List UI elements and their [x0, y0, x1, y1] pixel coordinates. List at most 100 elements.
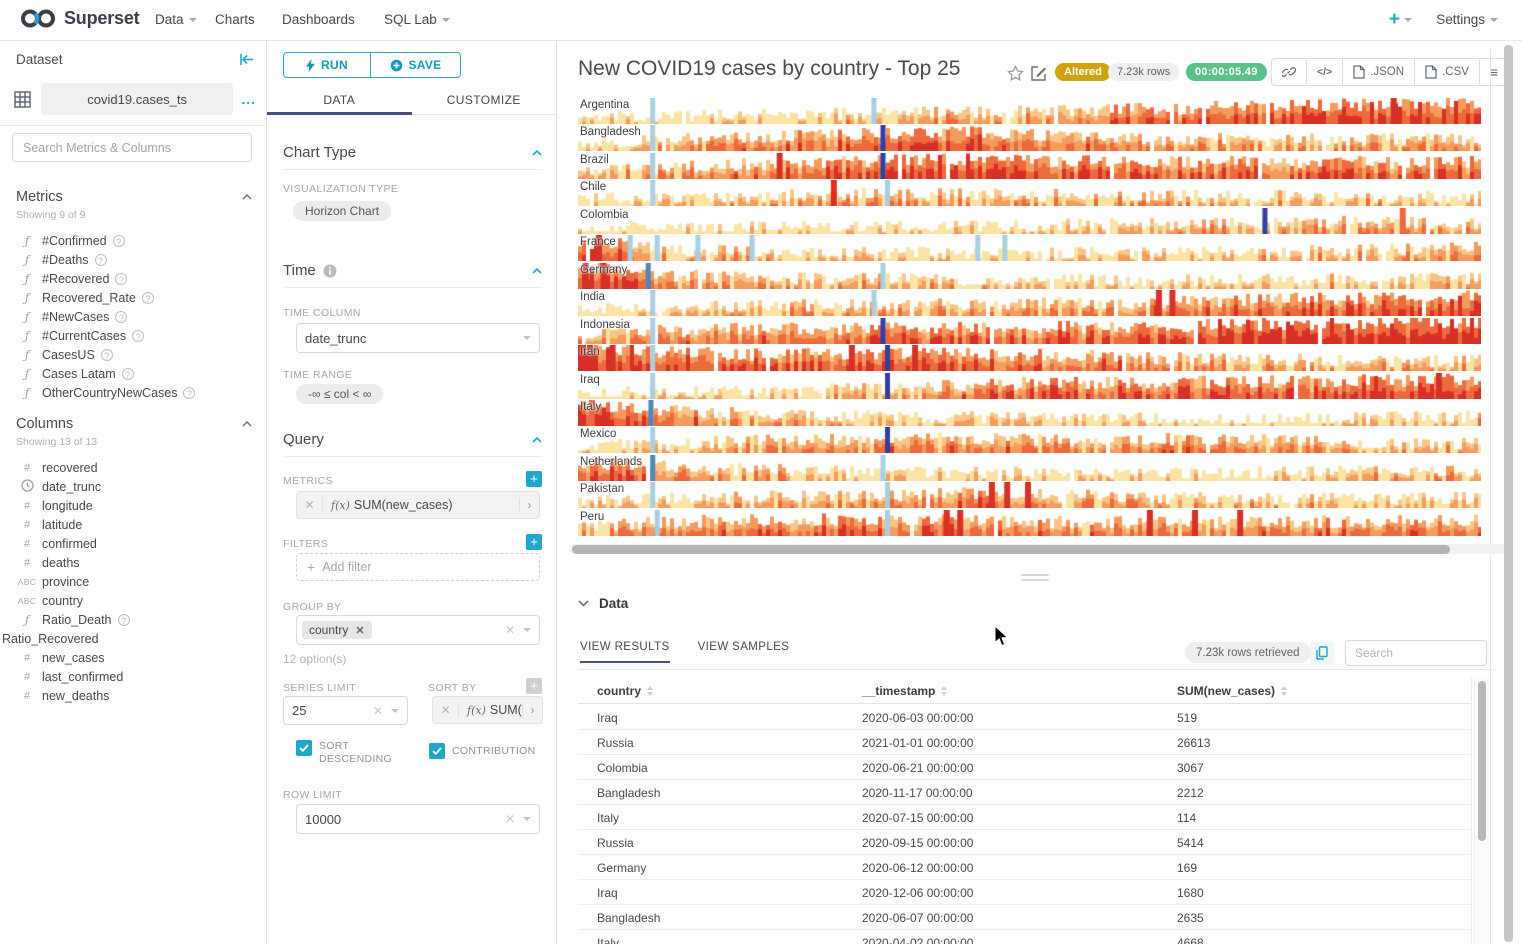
- horizon-row-argentina[interactable]: Argentina: [578, 98, 1481, 124]
- add-metric-button[interactable]: +: [526, 471, 542, 487]
- metric-item[interactable]: ƒ Recovered_Rate?: [16, 288, 260, 307]
- horizon-row-bangladesh[interactable]: Bangladesh: [578, 125, 1481, 152]
- clear-icon[interactable]: ✕: [372, 703, 383, 718]
- horizon-row-netherlands[interactable]: Netherlands: [578, 454, 1481, 481]
- metric-item[interactable]: ƒ CasesUS?: [16, 345, 260, 364]
- results-search-input[interactable]: [1345, 640, 1487, 666]
- horizon-row-indonesia[interactable]: Indonesia: [578, 317, 1481, 344]
- sort-descending-checkbox[interactable]: SORT DESCENDING: [296, 740, 406, 766]
- add-filter-plus-button[interactable]: +: [526, 534, 542, 550]
- embed-code-button[interactable]: </>: [1307, 59, 1344, 85]
- column-item[interactable]: # confirmed: [16, 534, 260, 553]
- copy-link-button[interactable]: [1272, 59, 1307, 85]
- horizon-row-iran[interactable]: Iran: [578, 345, 1481, 372]
- new-item-button[interactable]: +: [1389, 9, 1412, 31]
- chart-hscrollbar-track[interactable]: [569, 544, 1507, 554]
- column-item[interactable]: # recovered: [16, 458, 260, 477]
- sortby-pill[interactable]: ✕ f(x)SUM(... ›: [432, 696, 543, 724]
- export-json-button[interactable]: .JSON: [1343, 59, 1416, 85]
- horizon-row-chile[interactable]: Chile: [578, 180, 1481, 207]
- horizon-row-india[interactable]: India: [578, 290, 1481, 317]
- chevron-up-icon[interactable]: [532, 148, 542, 158]
- row-limit-select[interactable]: 10000 ✕: [296, 804, 540, 834]
- nav-item-dashboards[interactable]: Dashboards: [282, 12, 355, 27]
- metric-item[interactable]: ƒ #Deaths?: [16, 250, 260, 269]
- edit-title-icon[interactable]: [1031, 65, 1047, 81]
- column-item[interactable]: # longitude: [16, 496, 260, 515]
- save-button[interactable]: SAVE: [371, 52, 461, 78]
- favorite-star-icon[interactable]: [1007, 65, 1024, 82]
- clear-icon[interactable]: ✕: [504, 623, 515, 637]
- horizon-row-brazil[interactable]: Brazil: [578, 152, 1481, 179]
- nav-item-data[interactable]: Data: [155, 12, 197, 27]
- chevron-up-icon[interactable]: [532, 435, 542, 445]
- tab-customize[interactable]: CUSTOMIZE: [446, 93, 521, 107]
- page-scrollbar-thumb[interactable]: [1504, 45, 1513, 942]
- horizon-row-peru[interactable]: Peru: [578, 509, 1481, 536]
- superset-logo[interactable]: Superset: [20, 8, 140, 29]
- data-section-header[interactable]: Data: [578, 596, 628, 611]
- nav-item-sql-lab[interactable]: SQL Lab: [384, 12, 450, 27]
- remove-metric-icon[interactable]: ✕: [297, 498, 323, 512]
- chevron-up-icon[interactable]: [242, 419, 252, 429]
- export-csv-button[interactable]: .CSV: [1415, 59, 1480, 85]
- horizon-row-france[interactable]: France: [578, 235, 1481, 262]
- column-item[interactable]: # deaths: [16, 553, 260, 572]
- series-limit-select[interactable]: 25 ✕: [283, 696, 408, 725]
- table-scrollbar-thumb[interactable]: [1478, 681, 1486, 841]
- horizon-row-pakistan[interactable]: Pakistan: [578, 482, 1481, 509]
- column-header-country[interactable]: country: [597, 677, 654, 704]
- nav-item-charts[interactable]: Charts: [215, 12, 255, 27]
- horizon-row-colombia[interactable]: Colombia: [578, 207, 1481, 234]
- metric-item[interactable]: ƒ OtherCountryNewCases?: [16, 383, 260, 402]
- chart-menu-button[interactable]: ≡: [1480, 59, 1508, 85]
- horizon-row-italy[interactable]: Italy: [578, 399, 1481, 426]
- tab-view-results[interactable]: VIEW RESULTS: [580, 641, 670, 663]
- metric-item[interactable]: ƒ #NewCases?: [16, 307, 260, 326]
- chevron-right-icon[interactable]: ›: [519, 498, 539, 512]
- run-button[interactable]: RUN: [283, 52, 371, 78]
- resize-drag-handle[interactable]: [1021, 574, 1049, 582]
- column-header-timestamp[interactable]: __timestamp: [862, 677, 948, 704]
- table-scrollbar-track[interactable]: [1474, 677, 1488, 944]
- horizon-row-iraq[interactable]: Iraq: [578, 372, 1481, 399]
- column-item[interactable]: # new_cases: [16, 648, 260, 667]
- chart-hscrollbar-thumb[interactable]: [572, 544, 1450, 554]
- contribution-checkbox[interactable]: CONTRIBUTION: [429, 743, 536, 759]
- metric-item[interactable]: ƒ Cases Latam?: [16, 364, 260, 383]
- dataset-options-icon[interactable]: ...: [241, 91, 256, 107]
- column-item[interactable]: ABC country: [16, 591, 260, 610]
- chevron-right-icon[interactable]: ›: [522, 703, 542, 717]
- add-sortby-button[interactable]: +: [526, 678, 542, 694]
- tab-data[interactable]: DATA: [267, 87, 412, 115]
- metrics-columns-search-input[interactable]: [12, 133, 252, 162]
- settings-menu[interactable]: Settings: [1436, 12, 1498, 27]
- collapse-panel-icon[interactable]: [239, 53, 254, 66]
- metric-pill[interactable]: ✕ f(x) SUM(new_cases) ›: [296, 491, 540, 519]
- column-item[interactable]: ƒ Ratio_Death?: [16, 610, 260, 629]
- horizon-row-germany[interactable]: Germany: [578, 262, 1481, 289]
- metric-item[interactable]: ƒ #Recovered?: [16, 269, 260, 288]
- copy-data-button[interactable]: [1310, 642, 1334, 664]
- column-item[interactable]: # last_confirmed: [16, 667, 260, 686]
- column-item[interactable]: # new_deaths: [16, 686, 260, 705]
- chevron-up-icon[interactable]: [532, 266, 542, 276]
- remove-sortby-icon[interactable]: ✕: [433, 703, 459, 717]
- viz-type-value[interactable]: Horizon Chart: [293, 201, 392, 221]
- column-item[interactable]: date_trunc: [16, 477, 260, 496]
- remove-tag-icon[interactable]: ✕: [355, 624, 365, 637]
- horizon-row-mexico[interactable]: Mexico: [578, 427, 1481, 454]
- chevron-up-icon[interactable]: [242, 192, 252, 202]
- time-range-value[interactable]: -∞ ≤ col < ∞: [296, 384, 384, 404]
- groupby-select[interactable]: country ✕ ✕: [296, 615, 540, 645]
- column-header-sum-new-cases[interactable]: SUM(new_cases): [1177, 677, 1288, 704]
- column-item[interactable]: ABC province: [16, 572, 260, 591]
- tab-view-samples[interactable]: VIEW SAMPLES: [697, 641, 790, 653]
- altered-badge[interactable]: Altered: [1055, 63, 1111, 81]
- metric-item[interactable]: ƒ #CurrentCases?: [16, 326, 260, 345]
- dataset-name[interactable]: covid19.cases_ts: [41, 83, 234, 115]
- metric-item[interactable]: ƒ #Confirmed?: [16, 231, 260, 250]
- time-column-select[interactable]: date_trunc: [296, 323, 540, 353]
- column-item[interactable]: Ratio_Recovered: [2, 629, 260, 648]
- clear-icon[interactable]: ✕: [504, 812, 515, 826]
